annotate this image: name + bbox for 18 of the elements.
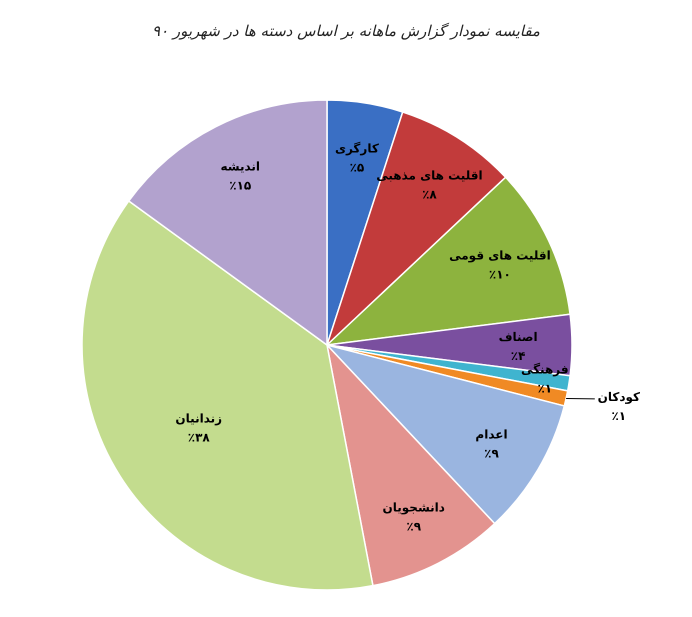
- data-label: ٪۹: [484, 446, 500, 460]
- slice-label: دانشجویان: [382, 500, 445, 514]
- slice-label: کارگری: [334, 141, 379, 156]
- slice-label: اندیشه: [220, 160, 260, 174]
- slice-label: اعدام: [475, 427, 508, 442]
- data-label: ٪۱: [611, 408, 626, 423]
- slice-label: زندانیان: [175, 411, 222, 426]
- data-label: ٪۴: [510, 349, 526, 363]
- chart-title: مقایسه نمودار گزارش ماهانه بر اساس دسته ها در شهریور ۹۰: [152, 22, 540, 40]
- slice-label: اصناف: [498, 330, 538, 344]
- data-label: ٪۹: [406, 519, 422, 534]
- slice-label: کودکان: [598, 390, 640, 404]
- data-label: ٪۵: [350, 160, 364, 174]
- data-label: ٪۱۵: [229, 178, 252, 193]
- data-label: ٪۱۰: [488, 268, 511, 282]
- slice-label: اقلیت های قومی: [449, 248, 551, 263]
- data-label: ٪۸: [422, 188, 438, 202]
- data-label: ٪۳۸: [188, 430, 210, 444]
